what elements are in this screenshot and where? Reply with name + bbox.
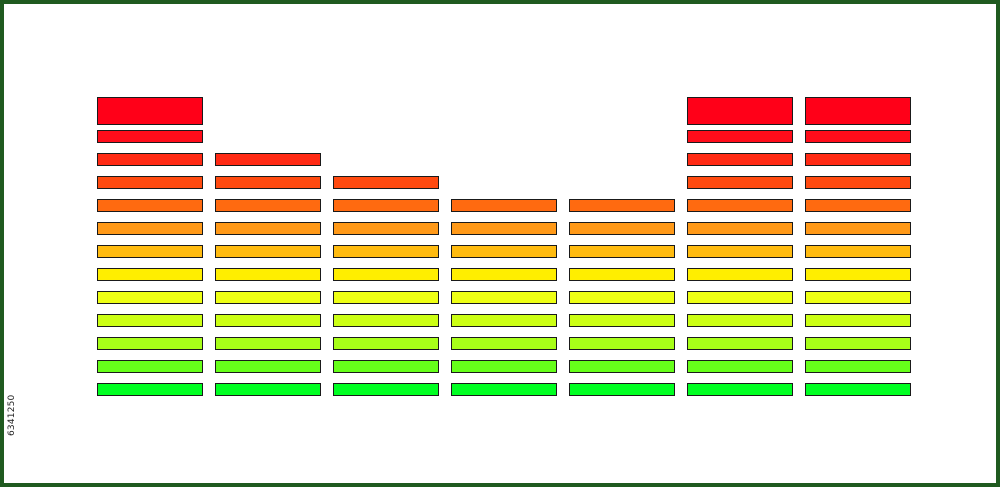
eq-segment xyxy=(569,245,675,258)
eq-segment xyxy=(687,337,793,350)
eq-segment xyxy=(569,222,675,235)
eq-segment xyxy=(451,337,557,350)
eq-segment xyxy=(333,245,439,258)
equalizer-graphic xyxy=(4,4,1000,491)
eq-segment xyxy=(333,337,439,350)
stock-id-label: 6341250 xyxy=(7,394,17,436)
eq-segment xyxy=(569,383,675,396)
eq-segment xyxy=(687,314,793,327)
eq-segment xyxy=(215,222,321,235)
eq-segment xyxy=(97,176,203,189)
eq-segment xyxy=(215,199,321,212)
eq-segment xyxy=(687,222,793,235)
eq-segment xyxy=(451,222,557,235)
eq-segment xyxy=(97,337,203,350)
eq-segment xyxy=(687,199,793,212)
eq-segment xyxy=(97,291,203,304)
eq-segment xyxy=(333,360,439,373)
eq-segment xyxy=(451,245,557,258)
eq-segment xyxy=(687,130,793,143)
eq-segment xyxy=(215,153,321,166)
eq-segment xyxy=(805,176,911,189)
eq-segment xyxy=(215,245,321,258)
eq-segment xyxy=(805,314,911,327)
eq-segment xyxy=(569,314,675,327)
eq-segment xyxy=(451,291,557,304)
eq-segment xyxy=(451,314,557,327)
eq-segment xyxy=(215,268,321,281)
eq-segment xyxy=(805,222,911,235)
eq-segment xyxy=(805,153,911,166)
eq-segment xyxy=(215,360,321,373)
eq-segment xyxy=(333,222,439,235)
eq-segment xyxy=(215,383,321,396)
eq-segment xyxy=(215,176,321,189)
eq-peak-segment xyxy=(687,97,793,125)
eq-segment xyxy=(451,383,557,396)
eq-segment xyxy=(215,337,321,350)
eq-segment xyxy=(97,314,203,327)
eq-segment xyxy=(97,222,203,235)
eq-segment xyxy=(97,153,203,166)
eq-segment xyxy=(687,360,793,373)
eq-segment xyxy=(97,245,203,258)
eq-segment xyxy=(687,291,793,304)
eq-segment xyxy=(97,199,203,212)
eq-segment xyxy=(97,383,203,396)
eq-segment xyxy=(97,360,203,373)
eq-segment xyxy=(569,291,675,304)
eq-segment xyxy=(687,245,793,258)
eq-segment xyxy=(805,245,911,258)
eq-segment xyxy=(687,176,793,189)
eq-segment xyxy=(333,176,439,189)
eq-segment xyxy=(687,383,793,396)
eq-segment xyxy=(333,268,439,281)
eq-segment xyxy=(805,383,911,396)
eq-peak-segment xyxy=(97,97,203,125)
eq-segment xyxy=(805,360,911,373)
eq-segment xyxy=(569,199,675,212)
eq-segment xyxy=(451,199,557,212)
eq-segment xyxy=(805,291,911,304)
eq-segment xyxy=(805,130,911,143)
eq-segment xyxy=(687,268,793,281)
eq-segment xyxy=(215,314,321,327)
eq-segment xyxy=(687,153,793,166)
eq-segment xyxy=(333,383,439,396)
eq-segment xyxy=(215,291,321,304)
eq-segment xyxy=(333,291,439,304)
eq-segment xyxy=(805,337,911,350)
eq-segment xyxy=(97,268,203,281)
eq-segment xyxy=(569,337,675,350)
eq-segment xyxy=(451,360,557,373)
eq-segment xyxy=(333,314,439,327)
eq-segment xyxy=(451,268,557,281)
eq-segment xyxy=(97,130,203,143)
eq-segment xyxy=(805,199,911,212)
eq-segment xyxy=(333,199,439,212)
eq-segment xyxy=(569,268,675,281)
eq-segment xyxy=(805,268,911,281)
eq-segment xyxy=(569,360,675,373)
eq-peak-segment xyxy=(805,97,911,125)
